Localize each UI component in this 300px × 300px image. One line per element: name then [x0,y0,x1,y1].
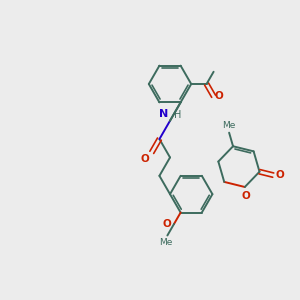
Text: Me: Me [222,121,236,130]
Text: O: O [163,219,172,229]
Text: O: O [241,190,250,200]
Text: N: N [159,109,169,119]
Text: H: H [174,110,181,120]
Text: Me: Me [159,238,172,247]
Text: O: O [276,170,284,180]
Text: O: O [141,154,149,164]
Text: O: O [214,91,223,101]
